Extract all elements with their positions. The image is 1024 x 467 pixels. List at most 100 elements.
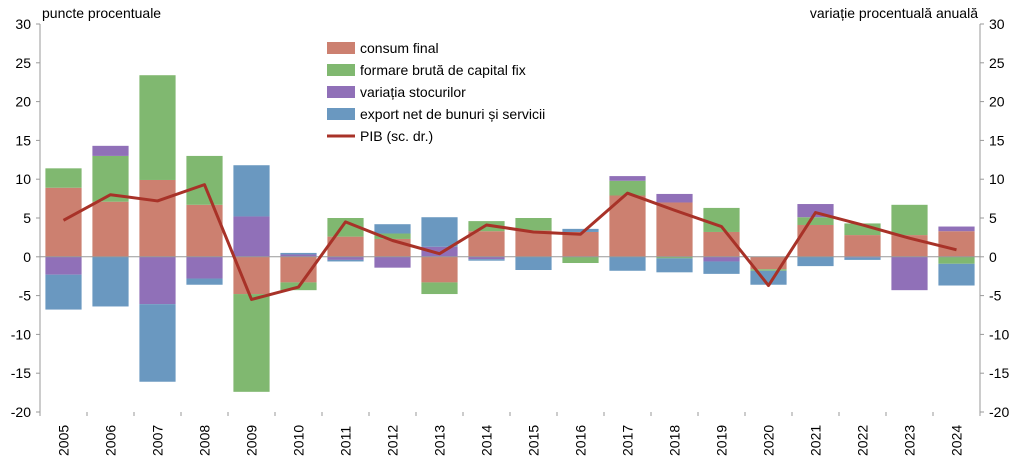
bar-segment <box>703 261 740 274</box>
left-tick-label: 0 <box>23 249 31 265</box>
bar-segment <box>938 231 975 257</box>
bar-segment <box>797 256 834 267</box>
legend-swatch <box>327 64 355 76</box>
left-tick-label: 20 <box>15 94 31 110</box>
bar-segment <box>891 204 928 236</box>
x-tick-label: 2022 <box>855 425 871 456</box>
legend-label: consum final <box>360 40 439 56</box>
bar-segment <box>656 256 693 259</box>
bar-segment <box>844 257 881 260</box>
right-tick-label: 10 <box>989 171 1005 187</box>
bar-segment <box>92 256 129 307</box>
bar-segment <box>891 256 928 291</box>
bar-segment <box>421 256 458 283</box>
bar-segment <box>374 233 411 239</box>
x-tick-label: 2018 <box>667 425 683 456</box>
bar-segment <box>45 168 82 188</box>
left-tick-label: 30 <box>15 16 31 32</box>
bar-segment <box>374 224 411 234</box>
x-tick-label: 2006 <box>103 425 119 456</box>
legend-label: variația stocurilor <box>360 84 466 100</box>
bar-segment <box>233 256 270 295</box>
bar-segment <box>562 231 599 257</box>
bar-segment <box>186 256 223 279</box>
legend-label: formare brută de capital fix <box>360 62 526 78</box>
x-tick-label: 2013 <box>432 425 448 456</box>
bar-segment <box>421 282 458 295</box>
x-tick-label: 2005 <box>56 425 72 456</box>
left-tick-label: -20 <box>11 404 31 420</box>
bar-segment <box>844 235 881 257</box>
bar-segment <box>750 270 787 285</box>
left-tick-label: -15 <box>11 365 31 381</box>
bar-segment <box>609 256 646 271</box>
bar-segment <box>609 176 646 181</box>
bar-segment <box>421 246 458 257</box>
bar-segment <box>938 263 975 286</box>
x-tick-label: 2010 <box>291 425 307 456</box>
x-tick-label: 2007 <box>150 425 166 456</box>
right-tick-label: -10 <box>989 326 1009 342</box>
legend-label: PIB (sc. dr.) <box>360 128 433 144</box>
left-tick-label: -10 <box>11 326 31 342</box>
right-tick-label: -5 <box>989 288 1002 304</box>
bar-segment <box>515 218 552 231</box>
x-tick-label: 2014 <box>479 425 495 456</box>
x-tick-label: 2023 <box>902 425 918 456</box>
bar-segment <box>327 236 364 257</box>
bar-segment <box>562 256 599 264</box>
legend-swatch <box>327 108 355 120</box>
bar-segment <box>327 259 364 262</box>
bar-segment <box>750 256 787 270</box>
right-tick-label: 5 <box>989 210 997 226</box>
bar-segment <box>938 256 975 264</box>
bar-segment <box>139 256 176 305</box>
right-tick-label: 0 <box>989 249 997 265</box>
bar-segment <box>233 294 270 392</box>
bar-segment <box>186 155 223 205</box>
right-axis-title: variație procentuală anuală <box>809 5 978 21</box>
bar-segment <box>233 216 270 257</box>
bar-segment <box>92 201 129 257</box>
left-tick-label: 15 <box>15 132 31 148</box>
x-tick-label: 2008 <box>197 425 213 456</box>
x-tick-label: 2017 <box>620 425 636 456</box>
bar-segment <box>750 269 787 271</box>
bar-segment <box>280 254 317 257</box>
bar-segment <box>609 180 646 196</box>
bar-segment <box>421 217 458 247</box>
bar-segment <box>45 256 82 275</box>
left-tick-label: 25 <box>15 55 31 71</box>
x-tick-label: 2015 <box>526 425 542 456</box>
bar-segment <box>186 278 223 285</box>
x-tick-label: 2021 <box>808 425 824 456</box>
left-tick-label: 5 <box>23 210 31 226</box>
legend-swatch <box>327 86 355 98</box>
right-tick-label: 30 <box>989 16 1005 32</box>
bar-segment <box>703 231 740 257</box>
bar-segment <box>562 228 599 232</box>
bar-segment <box>938 226 975 232</box>
bar-segment <box>656 193 693 203</box>
bar-segment <box>656 258 693 273</box>
bar-segment <box>139 75 176 180</box>
right-tick-label: -15 <box>989 365 1009 381</box>
right-tick-label: -20 <box>989 404 1009 420</box>
right-tick-label: 20 <box>989 94 1005 110</box>
right-tick-label: 25 <box>989 55 1005 71</box>
bar-segment <box>703 256 740 262</box>
bar-segment <box>468 259 505 261</box>
legend-swatch <box>327 42 355 54</box>
bar-segment <box>468 256 505 260</box>
bar-segment <box>797 217 834 225</box>
x-tick-label: 2016 <box>573 425 589 456</box>
bar-segment <box>374 256 411 268</box>
legend-label: export net de bunuri și servicii <box>360 106 545 122</box>
right-tick-label: 15 <box>989 132 1005 148</box>
bar-segment <box>139 304 176 382</box>
bar-segment <box>515 230 552 257</box>
left-tick-label: -5 <box>19 288 32 304</box>
bar-segment <box>468 231 505 257</box>
